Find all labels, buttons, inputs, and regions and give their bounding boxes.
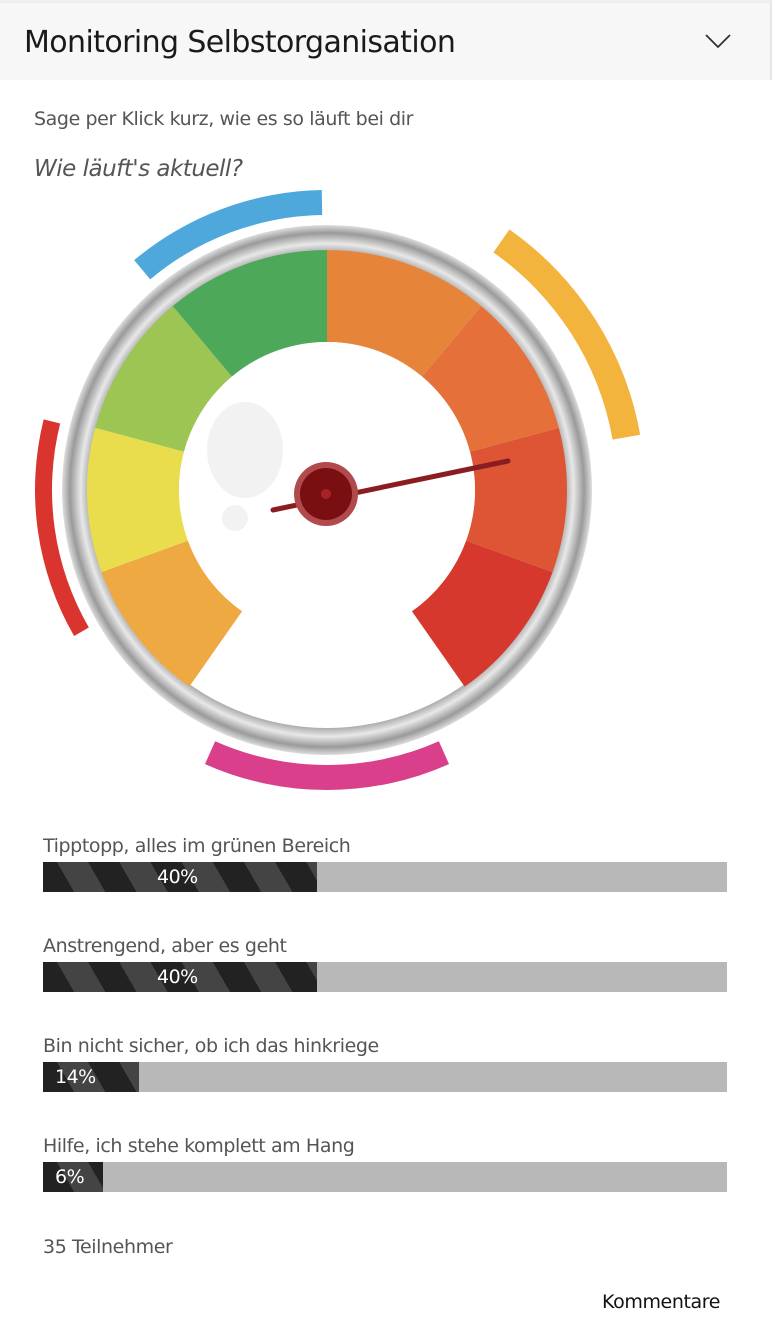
progress-bar: 40%	[43, 962, 727, 992]
outer-arc-red	[34, 419, 89, 636]
option-label: Bin nicht sicher, ob ich das hinkriege	[43, 1035, 379, 1057]
comments-link[interactable]: Kommentare	[602, 1291, 721, 1313]
percent-label: 14%	[55, 1066, 96, 1088]
segment-light-green[interactable]	[95, 306, 232, 452]
progress-bar: 14%	[43, 1062, 727, 1092]
option-label: Anstrengend, aber es geht	[43, 935, 287, 957]
panel-title: Monitoring Selbstorganisation	[24, 25, 456, 60]
progress-bar: 40%	[43, 862, 727, 892]
option-label: Hilfe, ich stehe komplett am Hang	[43, 1135, 355, 1157]
segment-orange-red[interactable]	[422, 306, 559, 452]
poll-option: Tipptopp, alles im grünen Bereich 40%	[43, 835, 727, 892]
participant-count: 35 Teilnehmer	[43, 1236, 173, 1258]
progress-bar: 6%	[43, 1162, 727, 1192]
segment-orange[interactable]	[327, 250, 482, 377]
intro-text: Sage per Klick kurz, wie es so läuft bei…	[34, 108, 414, 130]
question-text: Wie läuft's aktuell?	[34, 156, 243, 182]
progress-fill: 40%	[43, 962, 317, 992]
segment-orange-left[interactable]	[101, 540, 243, 687]
option-label: Tipptopp, alles im grünen Bereich	[43, 835, 351, 857]
segment-red[interactable]	[411, 540, 553, 687]
percent-label: 40%	[157, 866, 198, 888]
segment-yellow[interactable]	[86, 427, 188, 573]
percent-label: 6%	[55, 1166, 85, 1188]
outer-arc-pink	[204, 741, 450, 791]
poll-option: Bin nicht sicher, ob ich das hinkriege 1…	[43, 1035, 727, 1092]
progress-fill: 40%	[43, 862, 317, 892]
poll-option: Anstrengend, aber es geht 40%	[43, 935, 727, 992]
outer-arc-yellow	[493, 229, 641, 440]
panel-header[interactable]: Monitoring Selbstorganisation	[0, 0, 772, 80]
segment-green[interactable]	[172, 250, 327, 377]
progress-fill: 14%	[43, 1062, 139, 1092]
progress-fill: 6%	[43, 1162, 103, 1192]
percent-label: 40%	[157, 966, 198, 988]
poll-option: Hilfe, ich stehe komplett am Hang 6%	[43, 1135, 727, 1192]
chevron-down-icon[interactable]	[704, 31, 732, 51]
outer-arc-blue	[134, 190, 323, 280]
mood-gauge[interactable]	[0, 190, 700, 800]
